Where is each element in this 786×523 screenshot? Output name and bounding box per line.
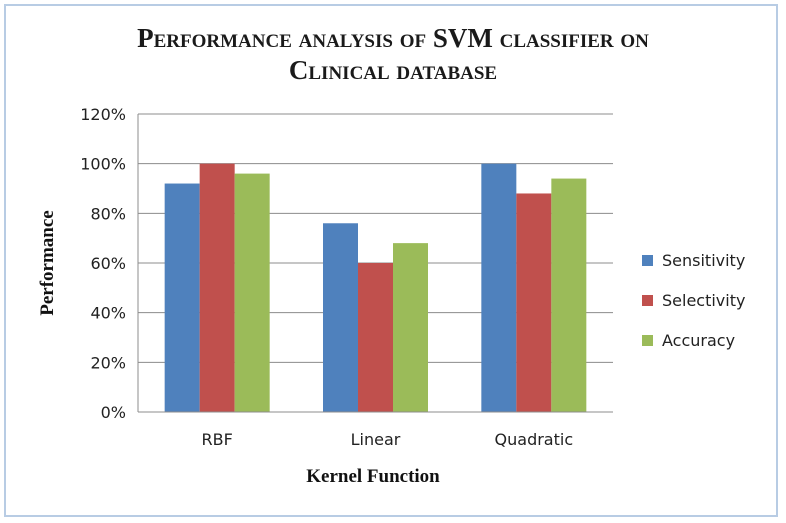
bar-sensitivity-quadratic <box>481 163 517 412</box>
bar-accuracy-linear <box>393 243 428 412</box>
legend-swatch-sensitivity <box>642 255 653 266</box>
legend-swatch-selectivity <box>642 295 653 306</box>
axes <box>137 114 613 413</box>
x-tick-labels: RBF Linear Quadratic <box>202 430 574 449</box>
chart-title-line-1: Performance analysis of SVM classifier o… <box>137 23 649 53</box>
y-tick-label: 120% <box>80 105 126 124</box>
y-tick-label: 60% <box>90 254 126 273</box>
x-tick-label: RBF <box>202 430 233 449</box>
y-tick-label: 0% <box>101 403 126 422</box>
legend: Sensitivity Selectivity Accuracy <box>642 251 745 350</box>
bar-accuracy-quadratic <box>551 178 587 412</box>
bar-selectivity-rbf <box>199 163 235 412</box>
bar-selectivity-quadratic <box>516 193 552 412</box>
legend-label-sensitivity: Sensitivity <box>662 251 745 270</box>
y-tick-label: 20% <box>90 353 126 372</box>
y-tick-label: 80% <box>90 204 126 223</box>
x-axis-title: Kernel Function <box>306 466 440 487</box>
y-tick-label: 100% <box>80 155 126 174</box>
chart-title: Performance analysis of SVM classifier o… <box>0 22 786 86</box>
chart-title-line-2: Clinical database <box>288 55 498 85</box>
bar-sensitivity-linear <box>323 223 358 412</box>
x-tick-label: Quadratic <box>495 430 574 449</box>
y-axis-title: Performance <box>37 210 58 316</box>
y-tick-labels: 0% 20% 40% 60% 80% 100% 120% <box>80 105 126 422</box>
legend-label-accuracy: Accuracy <box>662 331 735 350</box>
y-tick-label: 40% <box>90 304 126 323</box>
x-tick-label: Linear <box>351 430 401 449</box>
bar-accuracy-rbf <box>234 173 270 412</box>
bar-selectivity-linear <box>358 263 393 412</box>
bars <box>164 163 587 412</box>
legend-label-selectivity: Selectivity <box>662 291 745 310</box>
legend-swatch-accuracy <box>642 335 653 346</box>
bar-sensitivity-rbf <box>164 183 200 412</box>
